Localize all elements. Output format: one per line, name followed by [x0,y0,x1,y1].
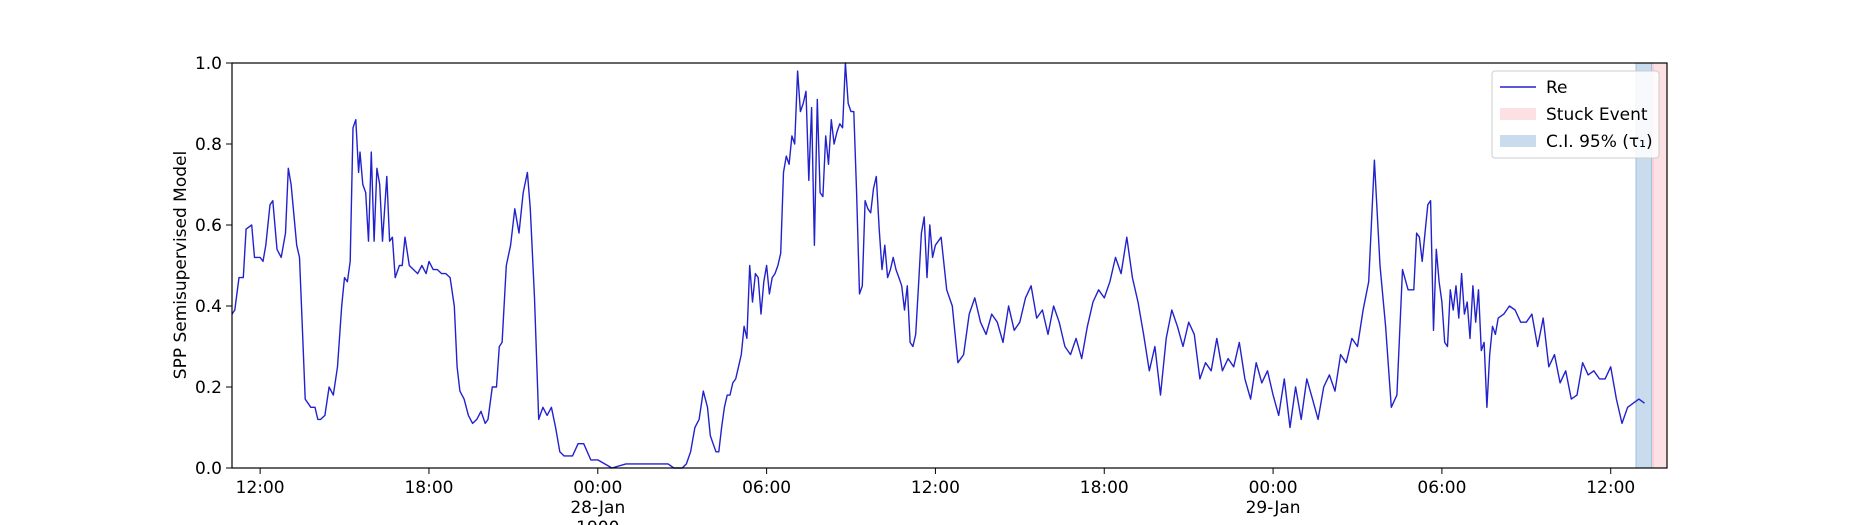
legend-patch-swatch [1500,135,1536,147]
plot-area [231,62,1668,469]
series-line-re [231,62,1645,469]
x-tick-label: 12:00 [911,478,960,498]
x-axis: 12:0018:0000:0028-Jan190006:0012:0018:00… [236,468,1635,525]
y-tick-label: 1.0 [195,54,222,74]
y-tick-label: 0.4 [195,297,222,317]
x-tick-label: 18:00 [404,478,453,498]
y-tick-label: 0.6 [195,216,222,236]
y-axis: 0.0 0.2 0.4 0.6 0.8 1.0 [195,54,232,479]
x-tick-label: 06:00 [742,478,791,498]
plot-frame [231,62,1668,469]
x-tick-label: 00:00 [1249,478,1298,498]
x-tick-label: 12:00 [236,478,285,498]
y-tick-label: 0.0 [195,459,222,479]
legend-patch-swatch [1500,108,1536,120]
x-tick-label: 06:00 [1417,478,1466,498]
x-tick-label: 18:00 [1080,478,1129,498]
y-axis-label: SPP Semisupervised Model [171,151,191,379]
legend-label: C.I. 95% (τ₁) [1546,132,1653,152]
legend: Re Stuck Event C.I. 95% (τ₁) [1491,70,1660,159]
x-tick-label: 00:00 [573,478,622,498]
y-tick-label: 0.8 [195,135,222,155]
x-tick-label: 12:00 [1586,478,1635,498]
x-tick-year-label: 1900 [576,518,619,525]
legend-label: Re [1546,78,1568,98]
x-tick-date-label: 29-Jan [1246,498,1301,518]
legend-label: Stuck Event [1546,105,1648,125]
x-tick-date-label: 28-Jan [570,498,625,518]
y-tick-label: 0.2 [195,378,222,398]
